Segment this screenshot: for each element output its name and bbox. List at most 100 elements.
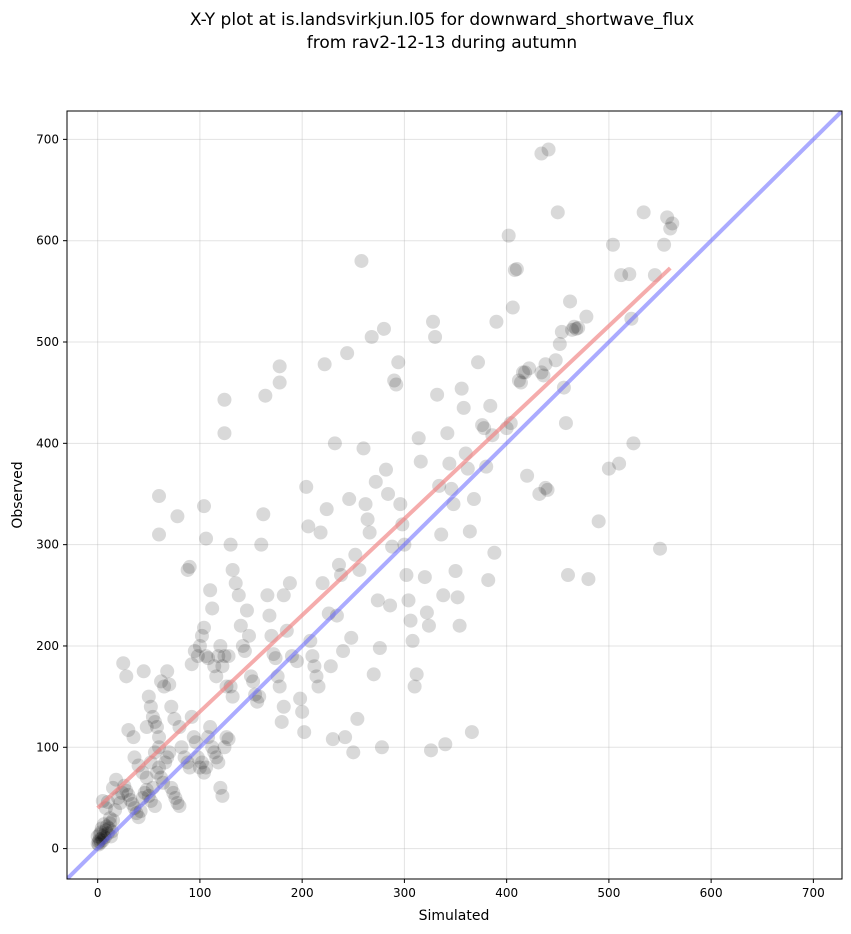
scatter-point xyxy=(149,765,164,780)
scatter-point xyxy=(354,253,369,268)
scatter-point xyxy=(160,664,175,679)
scatter-point xyxy=(276,588,291,603)
scatter-point xyxy=(223,537,238,552)
scatter-point xyxy=(157,679,172,694)
scatter-point xyxy=(136,664,151,679)
scatter-point xyxy=(197,765,212,780)
scatter-point xyxy=(256,507,271,522)
plot-frame xyxy=(66,110,843,880)
scatter-point xyxy=(99,819,114,834)
scatter-point xyxy=(483,398,498,413)
scatter-point xyxy=(295,704,310,719)
scatter-point xyxy=(393,497,408,512)
scatter-point xyxy=(268,651,283,666)
scatter-point xyxy=(194,628,209,643)
scatter-point xyxy=(154,674,169,689)
scatter-point xyxy=(201,651,216,666)
scatter-point xyxy=(434,527,449,542)
scatter-point xyxy=(309,669,324,684)
scatter-point xyxy=(192,760,207,775)
scatter-point xyxy=(614,268,629,283)
scatter-point xyxy=(108,803,123,818)
scatter-point xyxy=(228,576,243,591)
scatter-point xyxy=(143,699,158,714)
scatter-point xyxy=(104,824,119,839)
scatter-point xyxy=(147,714,162,729)
scatter-point xyxy=(90,829,105,844)
x-tick-label: 0 xyxy=(94,886,102,900)
scatter-point xyxy=(516,365,531,380)
scatter-point xyxy=(272,679,287,694)
scatter-point xyxy=(190,649,205,664)
scatter-point xyxy=(239,603,254,618)
scatter-point xyxy=(358,497,373,512)
chart-subtitle: from rav2-12-13 during autumn xyxy=(307,33,577,53)
scatter-point xyxy=(119,783,134,798)
scatter-point xyxy=(290,654,305,669)
scatter-point xyxy=(389,377,404,392)
scatter-point xyxy=(311,679,326,694)
scatter-point xyxy=(172,720,187,735)
scatter-point xyxy=(303,633,318,648)
scatter-point xyxy=(93,835,108,850)
scatter-point xyxy=(622,267,637,282)
scatter-point xyxy=(217,740,232,755)
x-tick-label: 200 xyxy=(291,886,314,900)
scatter-point xyxy=(180,562,195,577)
scatter-point xyxy=(186,730,201,745)
scatter-point xyxy=(405,633,420,648)
scatter-point xyxy=(221,649,236,664)
scatter-point xyxy=(374,740,389,755)
scatter-point xyxy=(385,539,400,554)
scatter-point xyxy=(172,799,187,814)
scatter-point xyxy=(356,441,371,456)
scatter-point xyxy=(558,416,573,431)
scatter-point xyxy=(102,811,117,826)
scatter-point xyxy=(241,628,256,643)
scatter-point xyxy=(211,755,226,770)
scatter-point xyxy=(563,294,578,309)
scatter-point xyxy=(170,796,185,811)
scatter-point xyxy=(266,647,281,662)
scatter-point xyxy=(139,782,154,797)
scatter-point xyxy=(217,392,232,407)
scatter-point xyxy=(225,689,240,704)
scatter-point xyxy=(93,825,108,840)
scatter-point xyxy=(121,787,136,802)
scatter-point xyxy=(428,329,443,344)
scatter-point xyxy=(141,689,156,704)
scatter-point xyxy=(323,659,338,674)
scatter-point xyxy=(203,583,218,598)
scatter-point xyxy=(350,711,365,726)
scatter-point xyxy=(560,568,575,583)
scatter-point xyxy=(127,750,142,765)
scatter-point xyxy=(205,740,220,755)
scatter-point xyxy=(116,656,131,671)
scatter-point xyxy=(106,813,121,828)
scatter-point xyxy=(450,590,465,605)
scatter-point xyxy=(329,608,344,623)
scatter-point xyxy=(626,436,641,451)
scatter-point xyxy=(152,760,167,775)
scatter-point xyxy=(536,368,551,383)
scatter-point xyxy=(217,649,232,664)
scatter-point xyxy=(417,570,432,585)
scatter-point xyxy=(477,421,492,436)
scatter-point xyxy=(565,322,580,337)
x-tick-label: 300 xyxy=(393,886,416,900)
scatter-point xyxy=(197,620,212,635)
x-tick-label: 500 xyxy=(597,886,620,900)
scatter-point xyxy=(423,743,438,758)
y-tick-label: 100 xyxy=(36,740,59,754)
scatter-point xyxy=(182,559,197,574)
scatter-point xyxy=(98,823,113,838)
y-tick-label: 500 xyxy=(36,335,59,349)
scatter-point xyxy=(409,667,424,682)
scatter-point xyxy=(197,499,212,514)
scatter-point xyxy=(552,337,567,352)
scatter-point xyxy=(207,745,222,760)
y-tick-label: 300 xyxy=(36,538,59,552)
y-tick-label: 200 xyxy=(36,639,59,653)
scatter-point xyxy=(541,142,556,157)
